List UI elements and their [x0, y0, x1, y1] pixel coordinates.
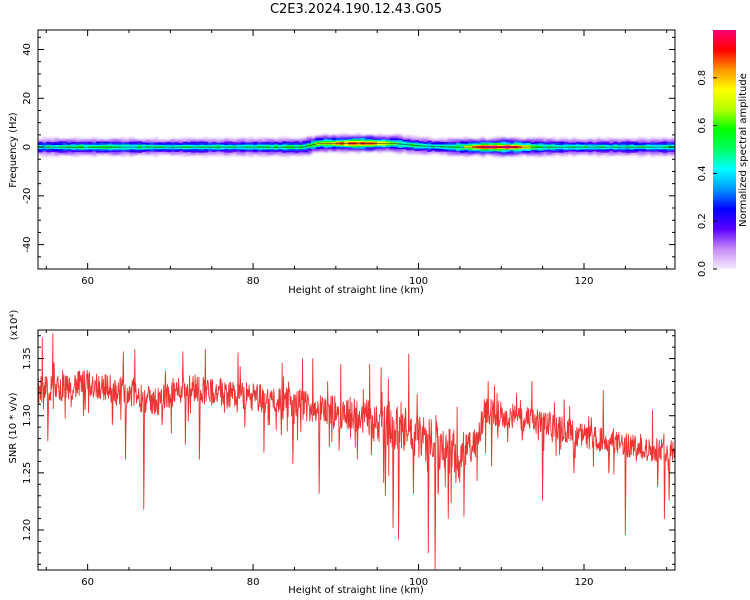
x-tick-label: 60	[81, 577, 94, 588]
y-tick-label: 40	[22, 43, 33, 56]
colorbar-tick-label: 0.8	[697, 70, 708, 86]
x-tick-label: 120	[574, 577, 593, 588]
y-tick-label: -20	[22, 188, 33, 204]
y-tick-label: 20	[22, 92, 33, 105]
y-tick-label: 1.20	[22, 519, 33, 541]
snr-x-label: Height of straight line (km)	[288, 585, 424, 596]
colorbar-label: Normalized spectral amplitude	[738, 73, 749, 227]
x-tick-label: 80	[247, 276, 260, 287]
colorbar-tick-label: 0.6	[697, 118, 708, 134]
snr-plot-area	[38, 330, 675, 570]
colorbar-tick-label: 0.4	[697, 165, 708, 181]
x-tick-label: 80	[247, 577, 260, 588]
x-tick-label: 60	[81, 276, 94, 287]
snr-x-axis: 60 80 100 120	[45, 330, 668, 588]
colorbar-axis: 0.0 0.2 0.4 0.6 0.8	[697, 70, 717, 277]
snr-series-line	[38, 332, 675, 570]
spectrogram-center-trace	[38, 143, 675, 148]
spectrogram-y-axis: 40 20 0 -20 -40	[22, 36, 675, 270]
figure-title: C2E3.2024.190.12.43.G05	[270, 2, 442, 17]
y-tick-label: 1.25	[22, 462, 33, 484]
spectrogram-panel: 60 80 100 120 40 20 0 -20 -40 Height of straigh…	[8, 29, 676, 296]
colorbar-gradient	[713, 30, 736, 269]
snr-y-label: SNR (10 * v/v)	[8, 392, 19, 463]
snr-y-axis: 1.35 1.30 1.25 1.20	[22, 335, 675, 565]
spectrogram-x-axis: 60 80 100 120	[45, 30, 668, 287]
colorbar-tick-label: 0.0	[697, 261, 708, 277]
colorbar-tick-label: 0.2	[697, 213, 708, 229]
spectrogram-frame	[37, 29, 676, 270]
x-tick-label: 120	[574, 276, 593, 287]
y-tick-label: -40	[22, 236, 33, 252]
y-tick-label: 1.35	[22, 347, 33, 369]
spectrogram-y-label: Frequency (Hz)	[8, 112, 19, 188]
colorbar: 0.0 0.2 0.4 0.6 0.8 Normalized spectral ampl…	[697, 30, 749, 277]
spectrogram-x-label: Height of straight line (km)	[288, 285, 424, 296]
spectrogram-band	[38, 133, 675, 157]
x-tick-label: 100	[409, 276, 428, 287]
snr-panel: 60 80 100 120 1.35 1.30 1.25 1.20 Height of st…	[8, 310, 676, 596]
snr-scale-label: (x10⁴)	[9, 310, 20, 341]
y-tick-label: 0	[22, 144, 33, 150]
x-tick-label: 100	[409, 577, 428, 588]
y-tick-label: 1.30	[22, 405, 33, 427]
